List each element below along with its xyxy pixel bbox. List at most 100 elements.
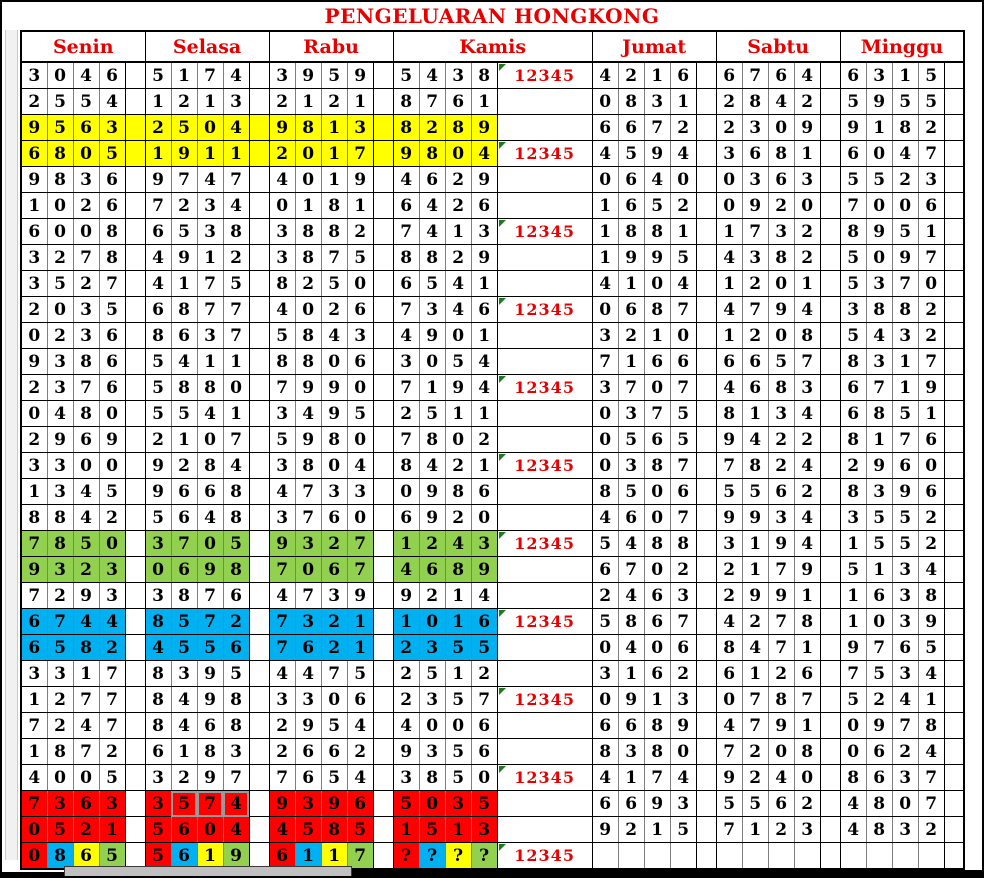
cell-kamis-digit-4[interactable]: 3 [470, 530, 498, 557]
cell-minggu-digit-4[interactable]: 5 [917, 88, 945, 115]
cell-selasa-digit-3[interactable]: 9 [196, 686, 224, 713]
cell-selasa-digit-4[interactable]: 5 [222, 660, 250, 687]
cell-sabtu-digit-1[interactable]: 9 [715, 764, 743, 791]
cell-jumat-digit-4[interactable]: 3 [669, 582, 697, 609]
spacer-cell[interactable] [695, 816, 717, 843]
cell-selasa-digit-3[interactable]: 7 [196, 296, 224, 323]
cell-rabu-digit-4[interactable]: 2 [346, 738, 374, 765]
cell-rabu-digit-4[interactable]: 1 [346, 634, 374, 661]
cell-minggu-digit-4[interactable]: 2 [917, 504, 945, 531]
cell-senin-digit-4[interactable]: 5 [98, 140, 125, 167]
spacer-cell[interactable] [943, 738, 965, 765]
cell-minggu-digit-4[interactable]: 9 [917, 374, 945, 401]
cell-kamis-digit-1[interactable]: ? [392, 842, 420, 870]
cell-kamis-digit-4[interactable]: 1 [470, 270, 498, 297]
cell-senin-digit-2[interactable]: 8 [46, 738, 73, 765]
cell-jumat-digit-3[interactable]: 1 [643, 816, 671, 843]
cell-senin-digit-1[interactable]: 2 [20, 296, 47, 323]
cell-sabtu-digit-3[interactable]: 2 [767, 660, 795, 687]
spacer-cell[interactable] [248, 764, 270, 791]
cell-jumat-digit-4[interactable]: 2 [669, 192, 697, 219]
cell-minggu-digit-2[interactable]: 0 [865, 192, 893, 219]
cell-jumat-digit-4[interactable]: 2 [669, 556, 697, 583]
cell-sabtu-digit-1[interactable]: 9 [715, 504, 743, 531]
day-header-kamis[interactable]: Kamis [392, 30, 593, 63]
cell-sabtu-digit-3[interactable]: 2 [767, 426, 795, 453]
cell-senin-digit-1[interactable]: 8 [20, 504, 47, 531]
spacer-cell[interactable] [819, 452, 841, 479]
cell-rabu-digit-4[interactable]: 5 [346, 244, 374, 271]
spacer-cell[interactable] [819, 192, 841, 219]
cell-kamis-digit-3[interactable]: 8 [444, 114, 472, 141]
spacer-cell[interactable] [248, 478, 270, 505]
cell-kamis-digit-3[interactable]: 6 [444, 88, 472, 115]
cell-senin-digit-2[interactable]: 3 [46, 348, 73, 375]
spacer-cell[interactable] [943, 192, 965, 219]
marker-cell[interactable]: 12345 [496, 608, 593, 635]
spacer-cell[interactable] [695, 88, 717, 115]
cell-jumat-digit-1[interactable]: 0 [591, 452, 619, 479]
cell-minggu-digit-4[interactable]: 5 [917, 634, 945, 661]
cell-minggu-digit-4[interactable] [917, 842, 945, 870]
marker-cell[interactable]: 12345 [496, 842, 593, 870]
cell-minggu-digit-3[interactable]: 9 [891, 478, 919, 505]
spacer-cell[interactable] [372, 192, 394, 219]
cell-jumat-digit-2[interactable]: 6 [617, 192, 645, 219]
cell-kamis-digit-4[interactable]: 5 [470, 634, 498, 661]
cell-sabtu-digit-4[interactable]: 1 [793, 140, 821, 167]
cell-minggu-digit-1[interactable]: 9 [839, 634, 867, 661]
cell-minggu-digit-3[interactable]: 1 [891, 348, 919, 375]
cell-senin-digit-2[interactable]: 5 [46, 270, 73, 297]
cell-senin-digit-1[interactable]: 9 [20, 348, 47, 375]
cell-rabu-digit-4[interactable]: 0 [346, 504, 374, 531]
cell-rabu-digit-4[interactable]: 5 [346, 400, 374, 427]
spacer-cell[interactable] [372, 660, 394, 687]
cell-kamis-digit-2[interactable]: 1 [418, 374, 446, 401]
marker-cell[interactable] [496, 478, 593, 505]
cell-jumat-digit-4[interactable]: 4 [669, 140, 697, 167]
cell-selasa-digit-2[interactable]: 1 [170, 62, 198, 89]
cell-sabtu-digit-2[interactable]: 2 [741, 270, 769, 297]
cell-rabu-digit-2[interactable]: 6 [294, 634, 322, 661]
cell-kamis-digit-1[interactable]: 1 [392, 816, 420, 843]
cell-selasa-digit-4[interactable]: 8 [222, 478, 250, 505]
cell-selasa-digit-4[interactable]: 1 [222, 348, 250, 375]
cell-minggu-digit-2[interactable]: 8 [865, 816, 893, 843]
cell-kamis-digit-3[interactable]: ? [444, 842, 472, 870]
cell-senin-digit-3[interactable]: 3 [72, 296, 99, 323]
cell-rabu-digit-1[interactable]: 2 [268, 88, 296, 115]
cell-sabtu-digit-2[interactable]: 2 [741, 608, 769, 635]
cell-sabtu-digit-3[interactable]: 9 [767, 530, 795, 557]
cell-minggu-digit-2[interactable]: 0 [865, 140, 893, 167]
spacer-cell[interactable] [124, 192, 146, 219]
spacer-cell[interactable] [695, 556, 717, 583]
cell-senin-digit-4[interactable]: 3 [98, 790, 125, 817]
spacer-cell[interactable] [819, 530, 841, 557]
spacer-cell[interactable] [124, 88, 146, 115]
cell-selasa-digit-1[interactable]: 2 [144, 114, 172, 141]
cell-jumat-digit-4[interactable]: 6 [669, 478, 697, 505]
cell-rabu-digit-1[interactable]: 7 [268, 556, 296, 583]
cell-rabu-digit-1[interactable]: 4 [268, 166, 296, 193]
cell-jumat-digit-2[interactable]: 4 [617, 582, 645, 609]
spacer-cell[interactable] [943, 712, 965, 739]
cell-minggu-digit-2[interactable]: 9 [865, 712, 893, 739]
cell-jumat-digit-4[interactable]: 0 [669, 738, 697, 765]
cell-selasa-digit-3[interactable]: 0 [196, 114, 224, 141]
cell-jumat-digit-4[interactable]: 0 [669, 322, 697, 349]
cell-jumat-digit-4[interactable]: 7 [669, 374, 697, 401]
spacer-cell[interactable] [695, 790, 717, 817]
cell-rabu-digit-1[interactable]: 4 [268, 296, 296, 323]
cell-selasa-digit-1[interactable]: 4 [144, 270, 172, 297]
cell-sabtu-digit-1[interactable]: 9 [715, 426, 743, 453]
cell-kamis-digit-4[interactable]: 4 [470, 348, 498, 375]
cell-sabtu-digit-1[interactable]: 0 [715, 192, 743, 219]
cell-minggu-digit-1[interactable]: 0 [839, 712, 867, 739]
spacer-cell[interactable] [943, 322, 965, 349]
spacer-cell[interactable] [124, 608, 146, 635]
spacer-cell[interactable] [695, 478, 717, 505]
cell-jumat-digit-3[interactable]: 7 [643, 400, 671, 427]
cell-rabu-digit-3[interactable]: 9 [320, 374, 348, 401]
cell-senin-digit-3[interactable]: 7 [72, 738, 99, 765]
cell-rabu-digit-2[interactable]: 0 [294, 556, 322, 583]
